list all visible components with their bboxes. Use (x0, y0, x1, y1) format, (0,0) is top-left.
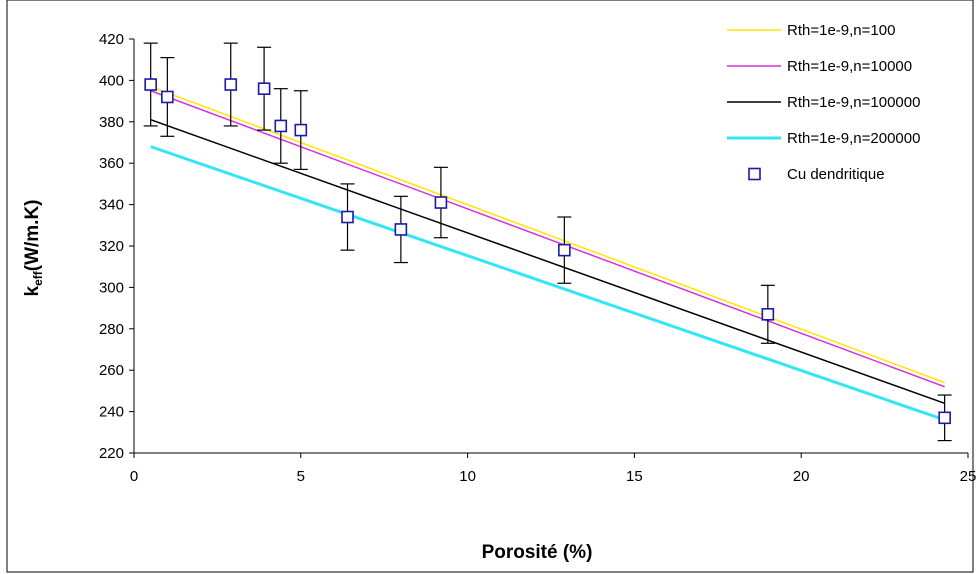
data-point-marker (558, 243, 571, 257)
data-point-marker (144, 78, 157, 91)
legend-label: Rth=1e-9,n=100 (787, 22, 895, 39)
y-tick-label: 360 (99, 155, 124, 172)
data-point-marker (274, 119, 288, 133)
x-tick-label: 5 (297, 468, 305, 485)
series-line (150, 145, 946, 422)
y-tick-label: 220 (99, 445, 124, 462)
y-axis-title-sub: eff (31, 270, 45, 286)
series-lines (150, 85, 946, 422)
plot-area: 0 5 10 15 20 25 220 240 260 280 300 320 340 360 380 40… (99, 31, 976, 485)
x-ticks: 0 5 10 15 20 25 (130, 453, 977, 485)
series-line (150, 119, 945, 405)
x-tick-label: 10 (459, 468, 476, 485)
y-axis-title-k: k (22, 286, 43, 297)
x-tick-label: 15 (626, 468, 643, 485)
x-tick-label: 0 (130, 468, 138, 485)
x-tick-label: 20 (793, 468, 810, 485)
y-tick-label: 240 (99, 404, 124, 421)
legend-label: Cu dendritique (787, 166, 885, 183)
y-tick-label: 320 (99, 238, 124, 255)
y-tick-label: 260 (99, 362, 124, 379)
y-tick-label: 420 (99, 31, 124, 48)
data-point-marker (434, 196, 448, 209)
x-tick-label: 25 (960, 468, 977, 485)
y-tick-label: 380 (99, 114, 124, 131)
y-tick-label: 280 (99, 321, 124, 338)
data-point-marker (341, 210, 354, 224)
data-point-marker (161, 90, 174, 104)
legend-label: Rth=1e-9,n=10000 (787, 58, 912, 75)
legend-marker (748, 167, 761, 181)
y-ticks: 220 240 260 280 300 320 340 360 380 400 420 (99, 31, 134, 462)
legend-label: Rth=1e-9,n=200000 (787, 130, 920, 147)
y-axis-title: keff(W/m.K) (22, 199, 45, 296)
data-point-marker (257, 82, 271, 95)
markers (144, 78, 951, 425)
data-point-marker (224, 78, 238, 91)
series-line (150, 85, 945, 384)
data-point-marker (938, 411, 951, 425)
data-point-marker (761, 308, 775, 321)
x-axis-title: Porosité (%) (482, 542, 593, 563)
series-line (150, 90, 945, 388)
legend-label: Rth=1e-9,n=100000 (787, 94, 920, 111)
data-point-marker (394, 223, 408, 236)
y-tick-label: 300 (99, 279, 124, 296)
legend: Rth=1e-9,n=100 Rth=1e-9,n=10000 Rth=1e-9,n… (727, 22, 920, 183)
y-tick-label: 400 (99, 72, 124, 89)
y-tick-label: 340 (99, 197, 124, 214)
data-point-marker (294, 123, 308, 137)
y-axis-title-rest: (W/m.K) (22, 199, 43, 271)
